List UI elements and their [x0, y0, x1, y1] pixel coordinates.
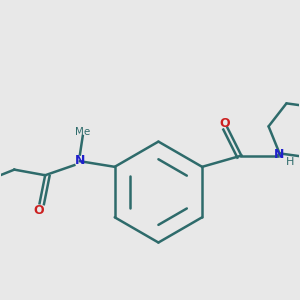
- Text: N: N: [75, 154, 85, 166]
- Text: N: N: [274, 148, 284, 161]
- Text: O: O: [219, 117, 230, 130]
- Text: H: H: [286, 157, 294, 167]
- Text: Me: Me: [75, 127, 90, 137]
- Text: O: O: [33, 203, 44, 217]
